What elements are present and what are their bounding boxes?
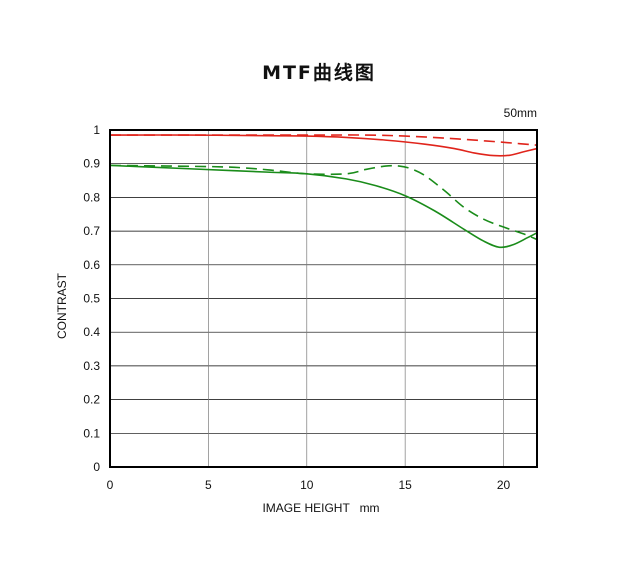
y-tick-label: 0 bbox=[93, 460, 100, 474]
focal-length-label: 50mm bbox=[504, 106, 537, 120]
y-tick-labels: 0 0.1 0.2 0.3 0.4 0.5 0.6 0.7 0.8 0.9 1 bbox=[83, 123, 100, 474]
series-group bbox=[109, 134, 538, 249]
series-line-red-solid bbox=[109, 134, 538, 157]
y-tick-label: 1 bbox=[93, 123, 100, 137]
x-tick-label: 15 bbox=[398, 478, 412, 492]
series-line-green-dashed bbox=[109, 164, 538, 241]
x-tick-label: 0 bbox=[107, 478, 114, 492]
x-tick-label: 5 bbox=[205, 478, 212, 492]
plot-frame bbox=[109, 129, 538, 468]
y-tick-label: 0.2 bbox=[83, 393, 100, 407]
x-tick-label: 10 bbox=[300, 478, 314, 492]
y-tick-label: 0.4 bbox=[83, 325, 100, 339]
y-axis-label: CONTRAST bbox=[55, 272, 69, 339]
series-line-green-solid bbox=[109, 164, 538, 249]
chart-title: MTF曲线图 bbox=[262, 62, 376, 84]
y-tick-label: 0.8 bbox=[83, 190, 100, 204]
x-tick-label: 20 bbox=[497, 478, 511, 492]
x-axis-label: IMAGE HEIGHT mm bbox=[262, 501, 379, 515]
y-tick-label: 0.9 bbox=[83, 157, 100, 171]
y-tick-label: 0.3 bbox=[83, 359, 100, 373]
x-tick-labels: 0 5 10 15 20 bbox=[107, 478, 511, 492]
series-line-red-dashed bbox=[110, 134, 538, 146]
y-tick-label: 0.6 bbox=[83, 258, 100, 272]
y-tick-label: 0.5 bbox=[83, 292, 100, 306]
y-tick-label: 0.1 bbox=[83, 426, 100, 440]
y-tick-label: 0.7 bbox=[83, 224, 100, 238]
grid-lines bbox=[109, 129, 537, 468]
